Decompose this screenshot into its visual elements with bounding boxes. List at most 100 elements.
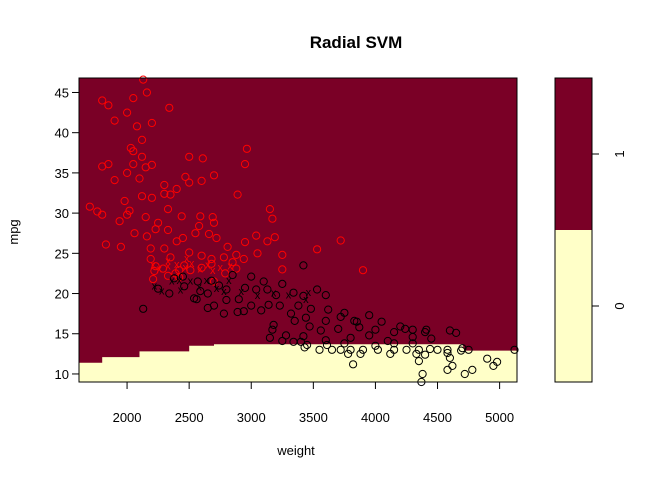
data-point-class-0	[386, 349, 395, 358]
data-point-class-0	[365, 331, 374, 340]
data-point-class-1	[268, 214, 277, 223]
data-point-class-0	[294, 301, 303, 310]
data-point-class-0	[196, 287, 205, 296]
support-vector-class-0: x	[239, 286, 245, 298]
data-point-class-1	[207, 254, 216, 264]
data-point-class-0	[464, 345, 473, 354]
data-point-class-1	[147, 193, 156, 202]
data-point-class-0	[443, 348, 452, 358]
support-vector-class-1: x	[205, 260, 211, 272]
data-point-class-0	[336, 345, 345, 354]
colorbar-class-1	[555, 78, 592, 230]
data-point-class-1	[209, 218, 219, 227]
data-point-class-0	[493, 357, 502, 366]
data-point-class-0	[299, 261, 308, 270]
support-vector-class-1: x	[174, 259, 180, 271]
y-tick-label: 15	[55, 327, 69, 342]
data-point-class-0	[278, 336, 287, 346]
support-vector-class-0: x	[255, 290, 261, 302]
data-point-class-1	[263, 237, 272, 246]
data-point-class-0	[240, 283, 250, 292]
data-point-class-1	[228, 258, 237, 267]
data-point-class-1	[129, 160, 138, 169]
data-point-class-1	[278, 265, 287, 274]
data-point-class-1	[185, 248, 194, 257]
data-point-class-0	[278, 279, 287, 288]
data-point-class-1	[160, 244, 169, 253]
y-tick-label: 40	[55, 126, 69, 141]
data-point-class-1	[197, 251, 206, 260]
data-point-class-0	[468, 365, 477, 374]
data-point-class-1	[104, 101, 113, 110]
support-vector-class-0: x	[196, 281, 202, 293]
data-point-class-0	[349, 360, 358, 369]
data-point-class-0	[396, 322, 405, 331]
data-point-class-1	[85, 202, 94, 211]
data-point-class-1	[185, 178, 194, 187]
data-point-class-1	[137, 152, 147, 161]
data-point-class-1	[123, 108, 132, 117]
support-vector-class-1: x	[210, 265, 216, 277]
data-point-class-1	[142, 232, 151, 241]
data-point-class-0	[192, 295, 201, 304]
data-point-class-1	[163, 225, 173, 235]
data-point-class-0	[306, 304, 315, 313]
data-point-class-1	[151, 225, 160, 234]
data-point-class-0	[289, 337, 298, 346]
support-vector-class-0: x	[178, 285, 184, 297]
data-point-class-1	[172, 237, 181, 246]
data-point-class-1	[146, 244, 155, 253]
support-vector-class-0: x	[286, 289, 292, 301]
data-point-class-1	[265, 205, 274, 214]
data-point-class-1	[141, 213, 150, 222]
data-point-class-0	[203, 303, 212, 313]
data-point-class-1	[239, 254, 248, 264]
data-point-class-1	[142, 88, 151, 97]
support-vector-class-1: x	[165, 256, 171, 268]
data-point-class-1	[197, 176, 206, 185]
data-point-class-0	[219, 309, 228, 318]
data-point-class-0	[350, 316, 359, 325]
decision-region-class-1	[79, 78, 517, 382]
support-vector-class-0: x	[204, 275, 210, 287]
data-point-class-0	[252, 285, 261, 294]
data-point-class-1	[149, 275, 158, 284]
data-point-class-1	[172, 184, 181, 194]
y-tick-label: 25	[55, 246, 69, 261]
y-axis-label: mpg	[6, 219, 21, 244]
data-point-class-1	[123, 168, 132, 177]
data-point-class-0	[263, 285, 272, 294]
data-point-class-0	[316, 326, 325, 335]
support-vector-class-1: x	[227, 260, 233, 272]
data-point-class-0	[257, 306, 266, 315]
data-point-class-1	[186, 266, 195, 275]
data-point-class-0	[448, 361, 457, 370]
data-point-class-0	[371, 341, 380, 350]
data-point-class-1	[195, 221, 204, 231]
data-point-class-1	[232, 264, 241, 273]
x-axis-label: weight	[276, 443, 315, 458]
support-vector-class-0: x	[152, 281, 158, 293]
data-point-class-0	[324, 305, 333, 314]
data-point-class-1	[101, 240, 111, 249]
data-point-class-1	[233, 190, 242, 199]
data-point-class-0	[373, 345, 382, 354]
data-point-class-1	[120, 196, 129, 206]
data-point-class-0	[247, 301, 256, 310]
data-point-class-1	[110, 176, 119, 185]
data-point-class-0	[303, 340, 312, 350]
support-vector-class-1: x	[165, 260, 171, 272]
data-point-class-1	[221, 269, 230, 278]
x-tick-label: 5000	[485, 410, 514, 425]
data-point-class-0	[390, 328, 399, 337]
data-point-class-1	[129, 147, 138, 156]
data-point-class-0	[193, 277, 202, 286]
data-point-class-1	[115, 217, 124, 226]
data-point-class-1	[135, 174, 144, 183]
data-point-class-0	[340, 339, 349, 348]
data-point-class-1	[139, 75, 148, 84]
data-point-class-0	[346, 333, 355, 342]
x-tick-label: 2500	[175, 410, 204, 425]
chart-title: Radial SVM	[310, 33, 403, 52]
data-point-class-1	[160, 180, 169, 190]
